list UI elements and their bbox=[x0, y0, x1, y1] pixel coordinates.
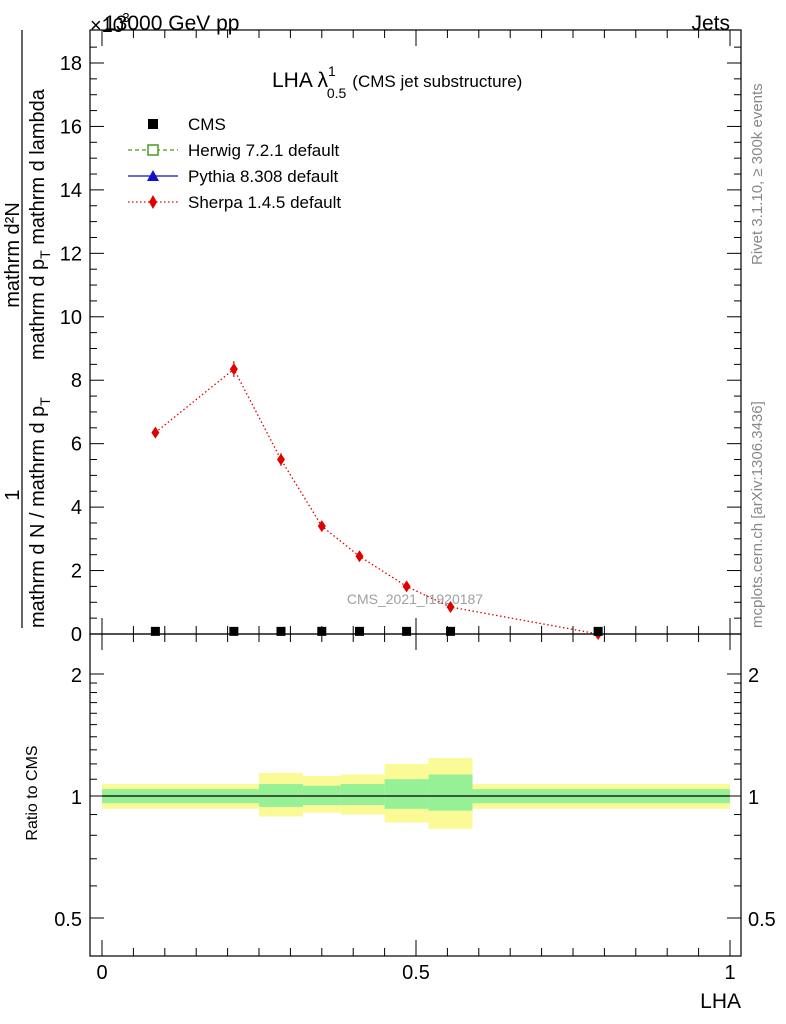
legend-marker-square bbox=[148, 119, 158, 129]
legend-entry: CMS bbox=[148, 115, 226, 134]
ylabel-denominator: mathrm d N / mathrm d pT bbox=[27, 397, 53, 628]
main-y-tick-label: 18 bbox=[60, 53, 82, 75]
ratio-ylabel: Ratio to CMS bbox=[24, 745, 41, 840]
x-axis-ticks bbox=[101, 30, 731, 956]
sherpa-point bbox=[355, 550, 364, 563]
exponent-label: ×10 bbox=[90, 15, 124, 37]
rivet-label: Rivet 3.1.10, ≥ 300k events bbox=[749, 83, 766, 265]
legend-marker-triangle bbox=[147, 170, 159, 181]
sherpa-point bbox=[151, 426, 160, 439]
main-y-ticks bbox=[90, 46, 741, 635]
ratio-y-tick-label-left: 0.5 bbox=[54, 909, 82, 931]
ylabel-numerator: 1 bbox=[2, 489, 24, 500]
sherpa-point bbox=[276, 453, 285, 466]
sherpa-point bbox=[317, 520, 326, 533]
x-tick-label: 0 bbox=[96, 962, 107, 984]
legend-label: CMS bbox=[188, 115, 226, 134]
x-axis-tick-labels: 0 0.5 1 bbox=[96, 962, 735, 984]
legend-entry: Sherpa 1.4.5 default bbox=[128, 193, 341, 212]
ylabel-right-denominator: mathrm d pT mathrm d lambda bbox=[27, 88, 53, 360]
energy-label: 13000 GeV pp bbox=[104, 12, 239, 35]
ratio-uncertainty-bands bbox=[102, 758, 730, 829]
ratio-y-tick-label-right: 1 bbox=[748, 787, 759, 809]
main-y-tick-label: 4 bbox=[71, 497, 82, 519]
ratio-band-inner bbox=[428, 774, 473, 811]
ratio-y-ticks bbox=[90, 673, 741, 919]
legend-entry: Pythia 8.308 default bbox=[128, 167, 339, 186]
main-y-tick-label: 16 bbox=[60, 116, 82, 138]
cms-point bbox=[446, 626, 456, 636]
sherpa-point bbox=[402, 580, 411, 593]
main-y-tick-label: 2 bbox=[71, 561, 82, 583]
main-y-tick-label: 14 bbox=[60, 180, 82, 202]
sherpa-point bbox=[229, 363, 238, 376]
ratio-y-tick-label-left: 2 bbox=[71, 665, 82, 687]
legend-label: Herwig 7.2.1 default bbox=[188, 141, 339, 160]
mcplots-label: mcplots.cern.ch [arXiv:1306.3436] bbox=[749, 401, 766, 628]
legend-marker-open-square bbox=[147, 144, 159, 156]
cms-point bbox=[150, 626, 160, 636]
ylabel-right-numerator: mathrm d²N bbox=[2, 202, 24, 308]
exponent-power: -3 bbox=[118, 10, 130, 25]
main-y-tick-label: 0 bbox=[71, 624, 82, 646]
x-tick-label: 1 bbox=[724, 962, 735, 984]
cms-point bbox=[354, 626, 364, 636]
ratio-band-inner bbox=[384, 779, 429, 809]
x-tick-label: 0.5 bbox=[402, 962, 430, 984]
main-y-tick-labels: 0 2 4 6 8 10 12 14 16 18 bbox=[60, 53, 82, 646]
legend-entry: Herwig 7.2.1 default bbox=[128, 141, 339, 160]
chart-title: LHA λ1 0.5(CMS jet substructure) bbox=[272, 63, 522, 101]
ratio-y-tick-labels: 0.5 0.5 1 1 2 2 bbox=[54, 665, 776, 931]
y-axis-label-main: 1 mathrm d N / mathrm d pT mathrm d²N ma… bbox=[2, 30, 53, 628]
main-y-tick-label: 10 bbox=[60, 307, 82, 329]
legend-marker-diamond bbox=[149, 195, 157, 209]
legend: CMS Herwig 7.2.1 default Pythia 8.308 defa… bbox=[128, 115, 341, 212]
cms-point bbox=[229, 626, 239, 636]
ratio-band-inner bbox=[302, 785, 341, 806]
ratio-band-inner bbox=[340, 784, 385, 806]
legend-label: Sherpa 1.4.5 default bbox=[188, 193, 341, 212]
cms-point bbox=[276, 626, 286, 636]
cms-point bbox=[593, 626, 603, 636]
sherpa-point bbox=[446, 601, 455, 614]
sherpa-line bbox=[154, 368, 599, 635]
ratio-y-tick-label-right: 0.5 bbox=[748, 909, 776, 931]
main-y-tick-label: 12 bbox=[60, 243, 82, 265]
main-y-tick-label: 6 bbox=[71, 434, 82, 456]
main-y-tick-label: 8 bbox=[71, 370, 82, 392]
analysis-watermark: CMS_2021_I1920187 bbox=[347, 591, 483, 607]
legend-label: Pythia 8.308 default bbox=[188, 167, 339, 186]
ratio-y-tick-label-right: 2 bbox=[748, 665, 759, 687]
x-axis-label: LHA bbox=[700, 990, 741, 1013]
ratio-y-tick-label-left: 1 bbox=[71, 787, 82, 809]
cms-point bbox=[402, 626, 412, 636]
process-label: Jets bbox=[691, 12, 730, 35]
